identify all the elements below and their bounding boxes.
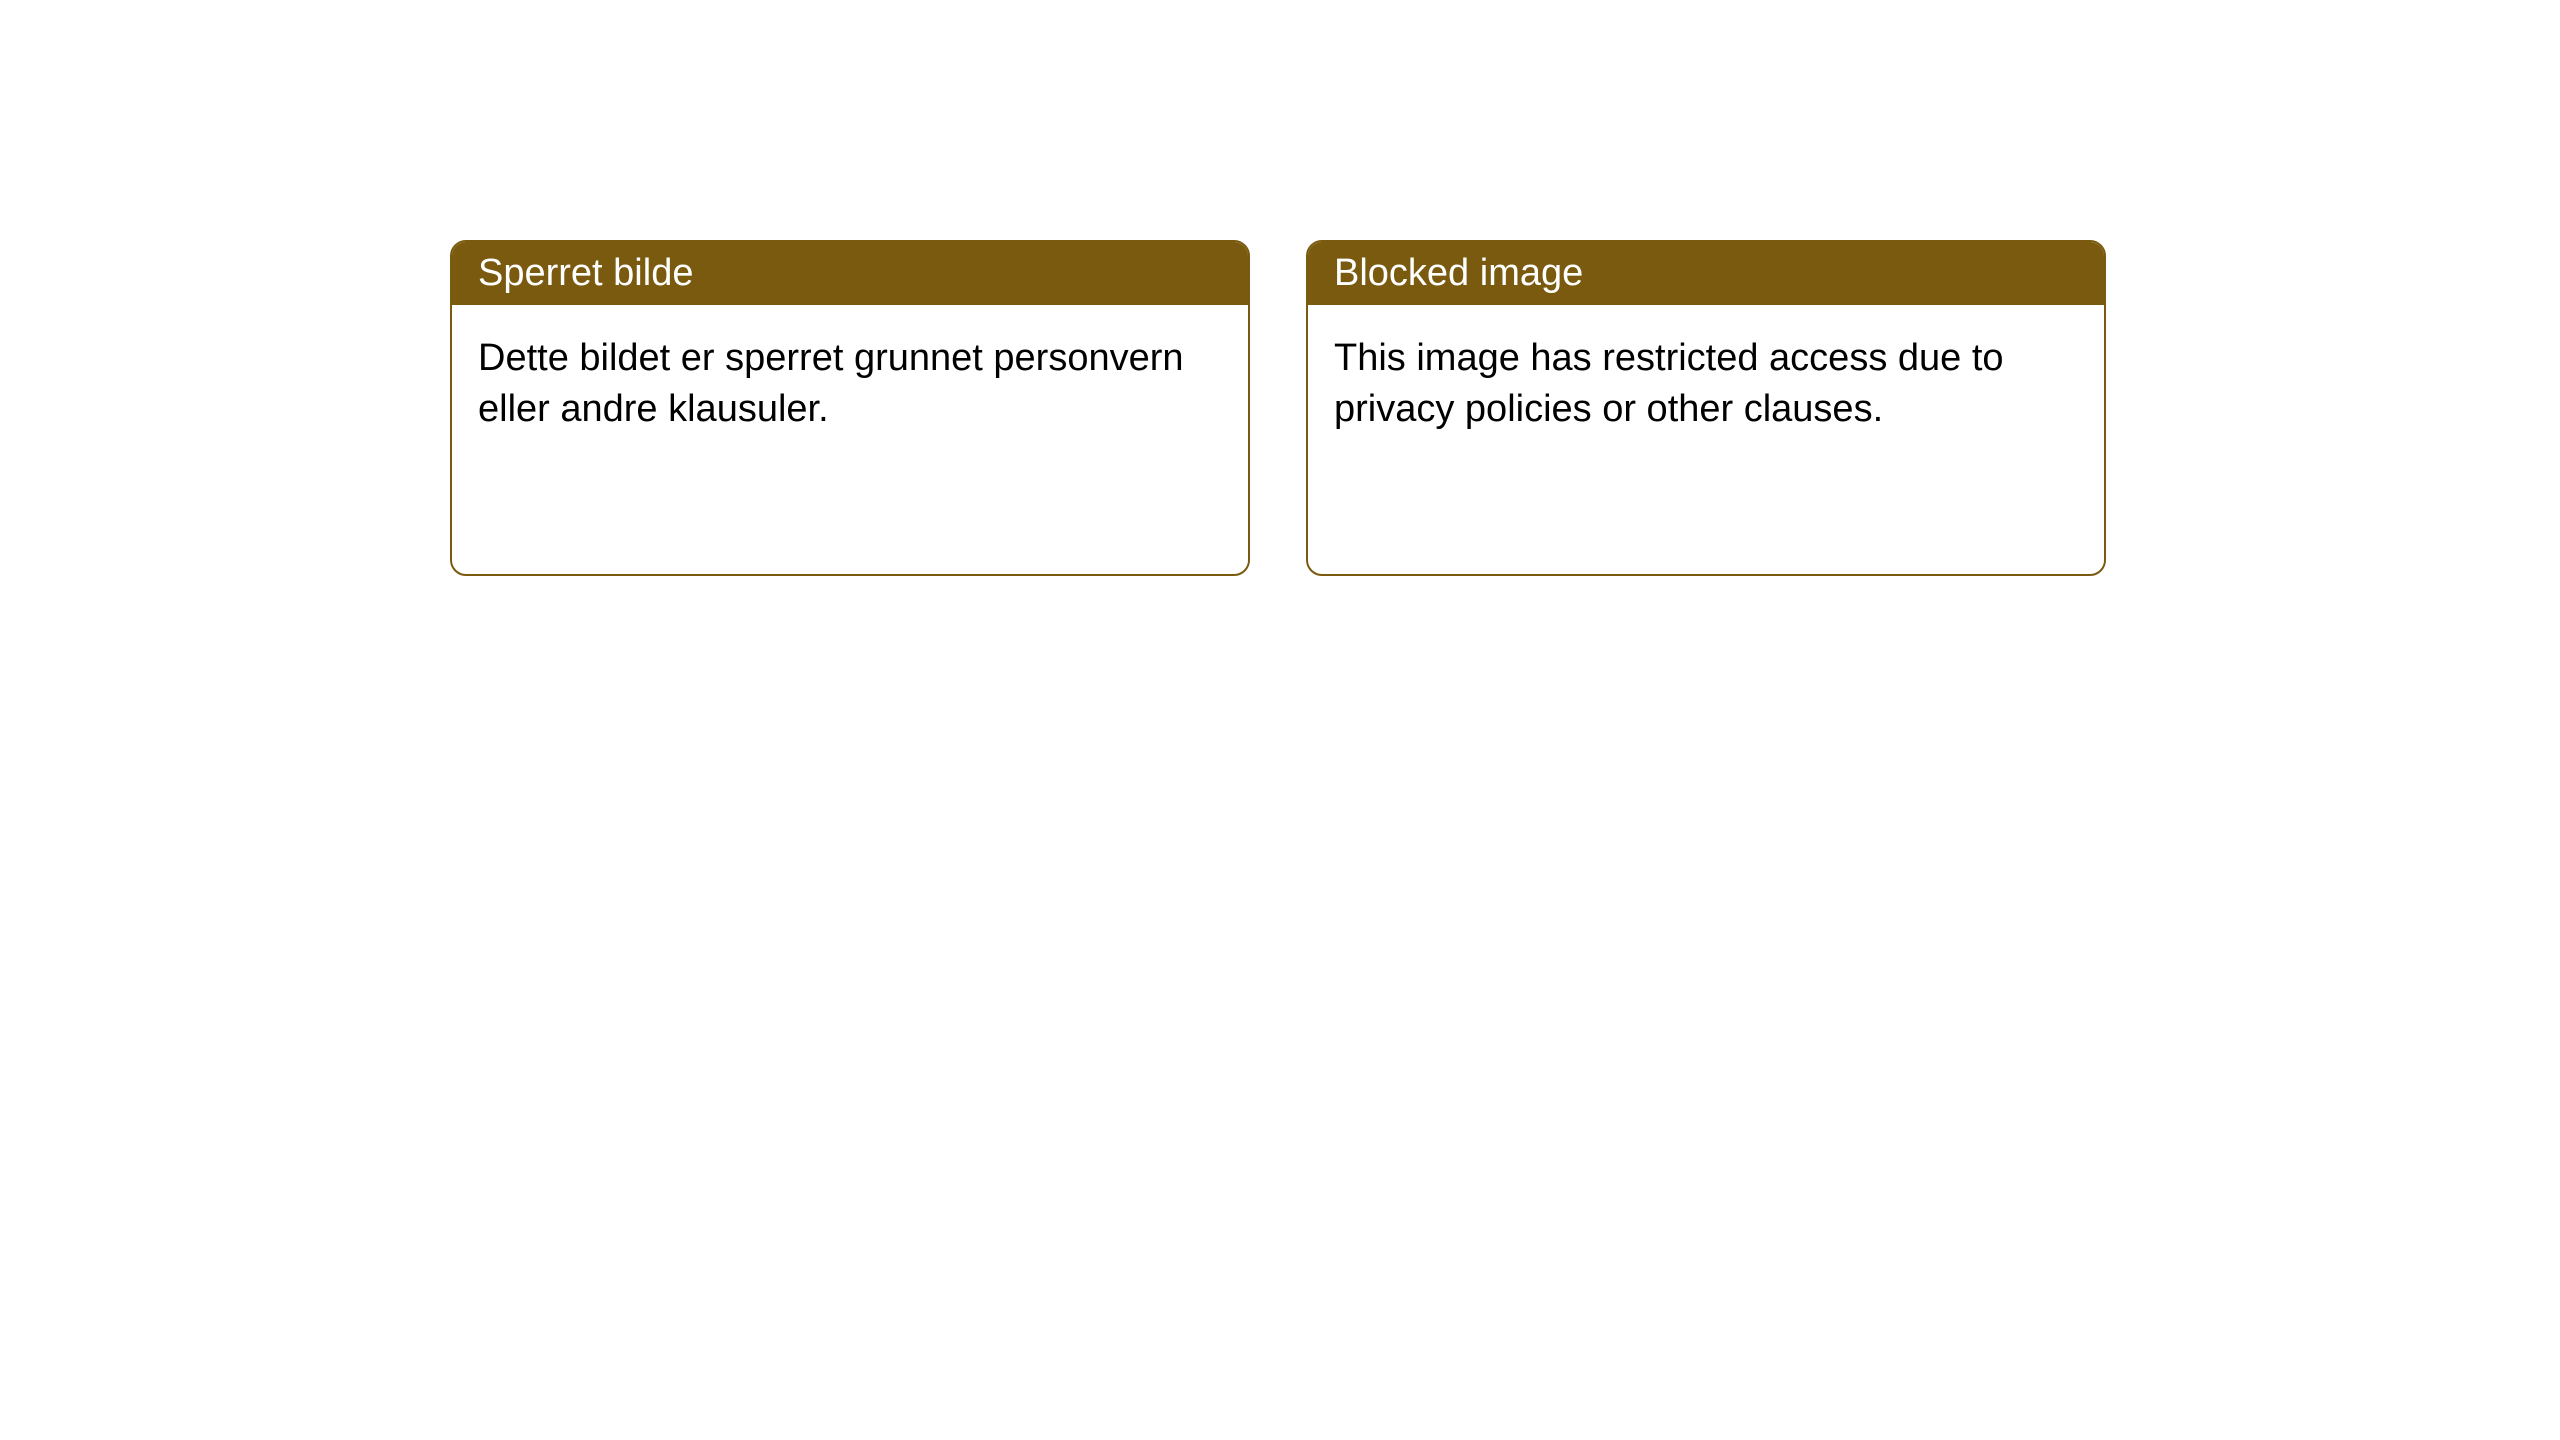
notice-body-english: This image has restricted access due to …: [1308, 305, 2104, 464]
notice-container: Sperret bilde Dette bildet er sperret gr…: [0, 0, 2560, 576]
notice-body-norwegian: Dette bildet er sperret grunnet personve…: [452, 305, 1248, 464]
notice-header-english: Blocked image: [1308, 242, 2104, 305]
notice-card-norwegian: Sperret bilde Dette bildet er sperret gr…: [450, 240, 1250, 576]
notice-card-english: Blocked image This image has restricted …: [1306, 240, 2106, 576]
notice-header-norwegian: Sperret bilde: [452, 242, 1248, 305]
